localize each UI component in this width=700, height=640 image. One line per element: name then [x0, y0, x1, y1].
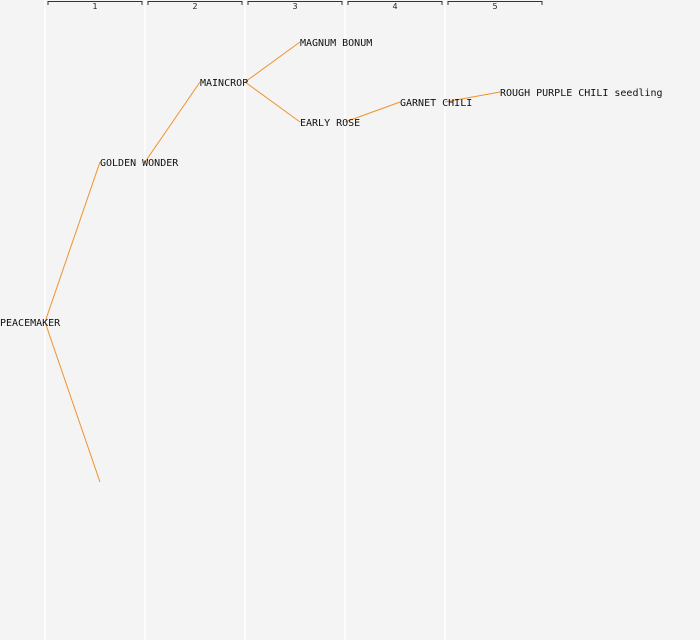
generation-header: 1 2 3 4 5 [47, 1, 543, 11]
pedigree-edge [244, 81, 301, 123]
pedigree-node-label: PEACEMAKER [0, 318, 61, 329]
generation-bracket [447, 1, 543, 5]
generation-number: 1 [92, 2, 97, 11]
generation-header-5: 5 [447, 1, 543, 11]
generation-number: 5 [492, 2, 497, 11]
pedigree-node-label: MAINCROP [200, 78, 248, 89]
pedigree-node-label: MAGNUM BONUM [300, 38, 372, 49]
pedigree-node-label: GARNET CHILI [400, 98, 472, 109]
generation-header-2: 2 [147, 1, 243, 11]
pedigree-edge [44, 321, 101, 483]
generation-header-4: 4 [347, 1, 443, 11]
pedigree-edges [44, 41, 501, 483]
generation-bracket [47, 1, 143, 5]
generation-bracket [147, 1, 243, 5]
generation-number: 3 [292, 2, 297, 11]
pedigree-edge [444, 91, 501, 103]
generation-bracket [347, 1, 443, 5]
pedigree-labels: PEACEMAKER GOLDEN WONDER MAINCROP MAGNUM BO… [0, 38, 663, 329]
generation-columns [44, 0, 446, 640]
generation-number: 2 [192, 2, 197, 11]
generation-bracket [247, 1, 343, 5]
pedigree-edge [144, 81, 201, 163]
pedigree-node-label: GOLDEN WONDER [100, 158, 179, 169]
pedigree-edge [344, 101, 401, 123]
pedigree-node-label: EARLY ROSE [300, 118, 360, 129]
generation-header-1: 1 [47, 1, 143, 11]
pedigree-edge [244, 41, 301, 83]
pedigree-edge [44, 161, 101, 323]
generation-number: 4 [392, 2, 397, 11]
pedigree-node-label: ROUGH PURPLE CHILI seedling [500, 88, 663, 99]
generation-header-3: 3 [247, 1, 343, 11]
